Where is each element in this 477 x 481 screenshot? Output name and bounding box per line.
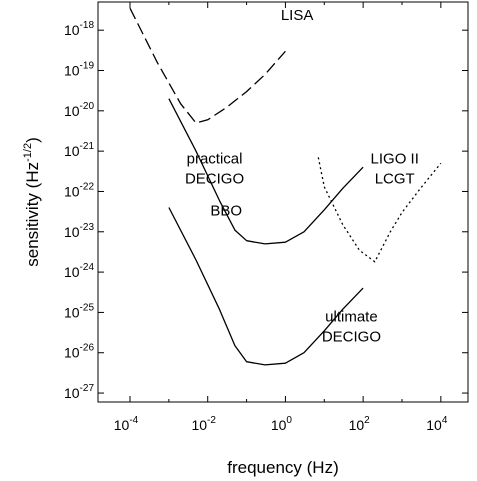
annotation-lisa: LISA (281, 7, 314, 24)
curves (129, 7, 442, 366)
y-tick-label: 10-22 (64, 181, 94, 199)
y-tick-label: 10-18 (64, 20, 94, 38)
y-axis-title: sensitivity (Hz-1/2) (22, 137, 42, 267)
annotation-practical-decigo: practical DECIGO (185, 150, 244, 187)
curve-dotted-3 (317, 157, 442, 263)
curve-solid-2 (168, 207, 364, 366)
annotations: LISA practical DECIGO BBO LIGO II LCGT ultimat… (185, 7, 419, 345)
annotation-ultimate-decigo: ultimate DECIGO (322, 308, 381, 345)
y-tick-label: 10-27 (64, 383, 94, 401)
y-axis-title-close: ) (23, 137, 42, 143)
x-tick-label: 10-2 (191, 415, 216, 433)
y-tick-label: 10-24 (64, 262, 94, 280)
y-tick-label: 10-19 (64, 61, 94, 79)
curve-dashed-0 (129, 7, 286, 124)
tick-marks (98, 2, 468, 402)
y-axis-title-exponent: -1/2 (22, 143, 34, 162)
x-tick-label: 10-4 (114, 415, 139, 433)
x-tick-label: 100 (271, 415, 293, 433)
annotation-ligo-lcgt: LIGO II LCGT (371, 150, 419, 187)
y-tick-label: 10-23 (64, 222, 94, 240)
x-axis-title: frequency (Hz) (227, 458, 338, 477)
y-tick-label: 10-25 (64, 302, 94, 320)
y-tick-label: 10-20 (64, 101, 94, 119)
annotation-bbo: BBO (210, 203, 242, 220)
y-tick-label: 10-21 (64, 141, 94, 159)
tick-labels: 10-4 10-2 100 102 104 10-27 10-26 10-25 10-24 10-… (64, 20, 448, 433)
plot-frame (97, 1, 469, 403)
x-tick-label: 102 (349, 415, 371, 433)
y-axis-title-main: sensitivity (Hz (23, 162, 42, 267)
curve-solid-1 (168, 98, 364, 245)
x-tick-label: 104 (426, 415, 448, 433)
y-tick-label: 10-26 (64, 343, 94, 361)
